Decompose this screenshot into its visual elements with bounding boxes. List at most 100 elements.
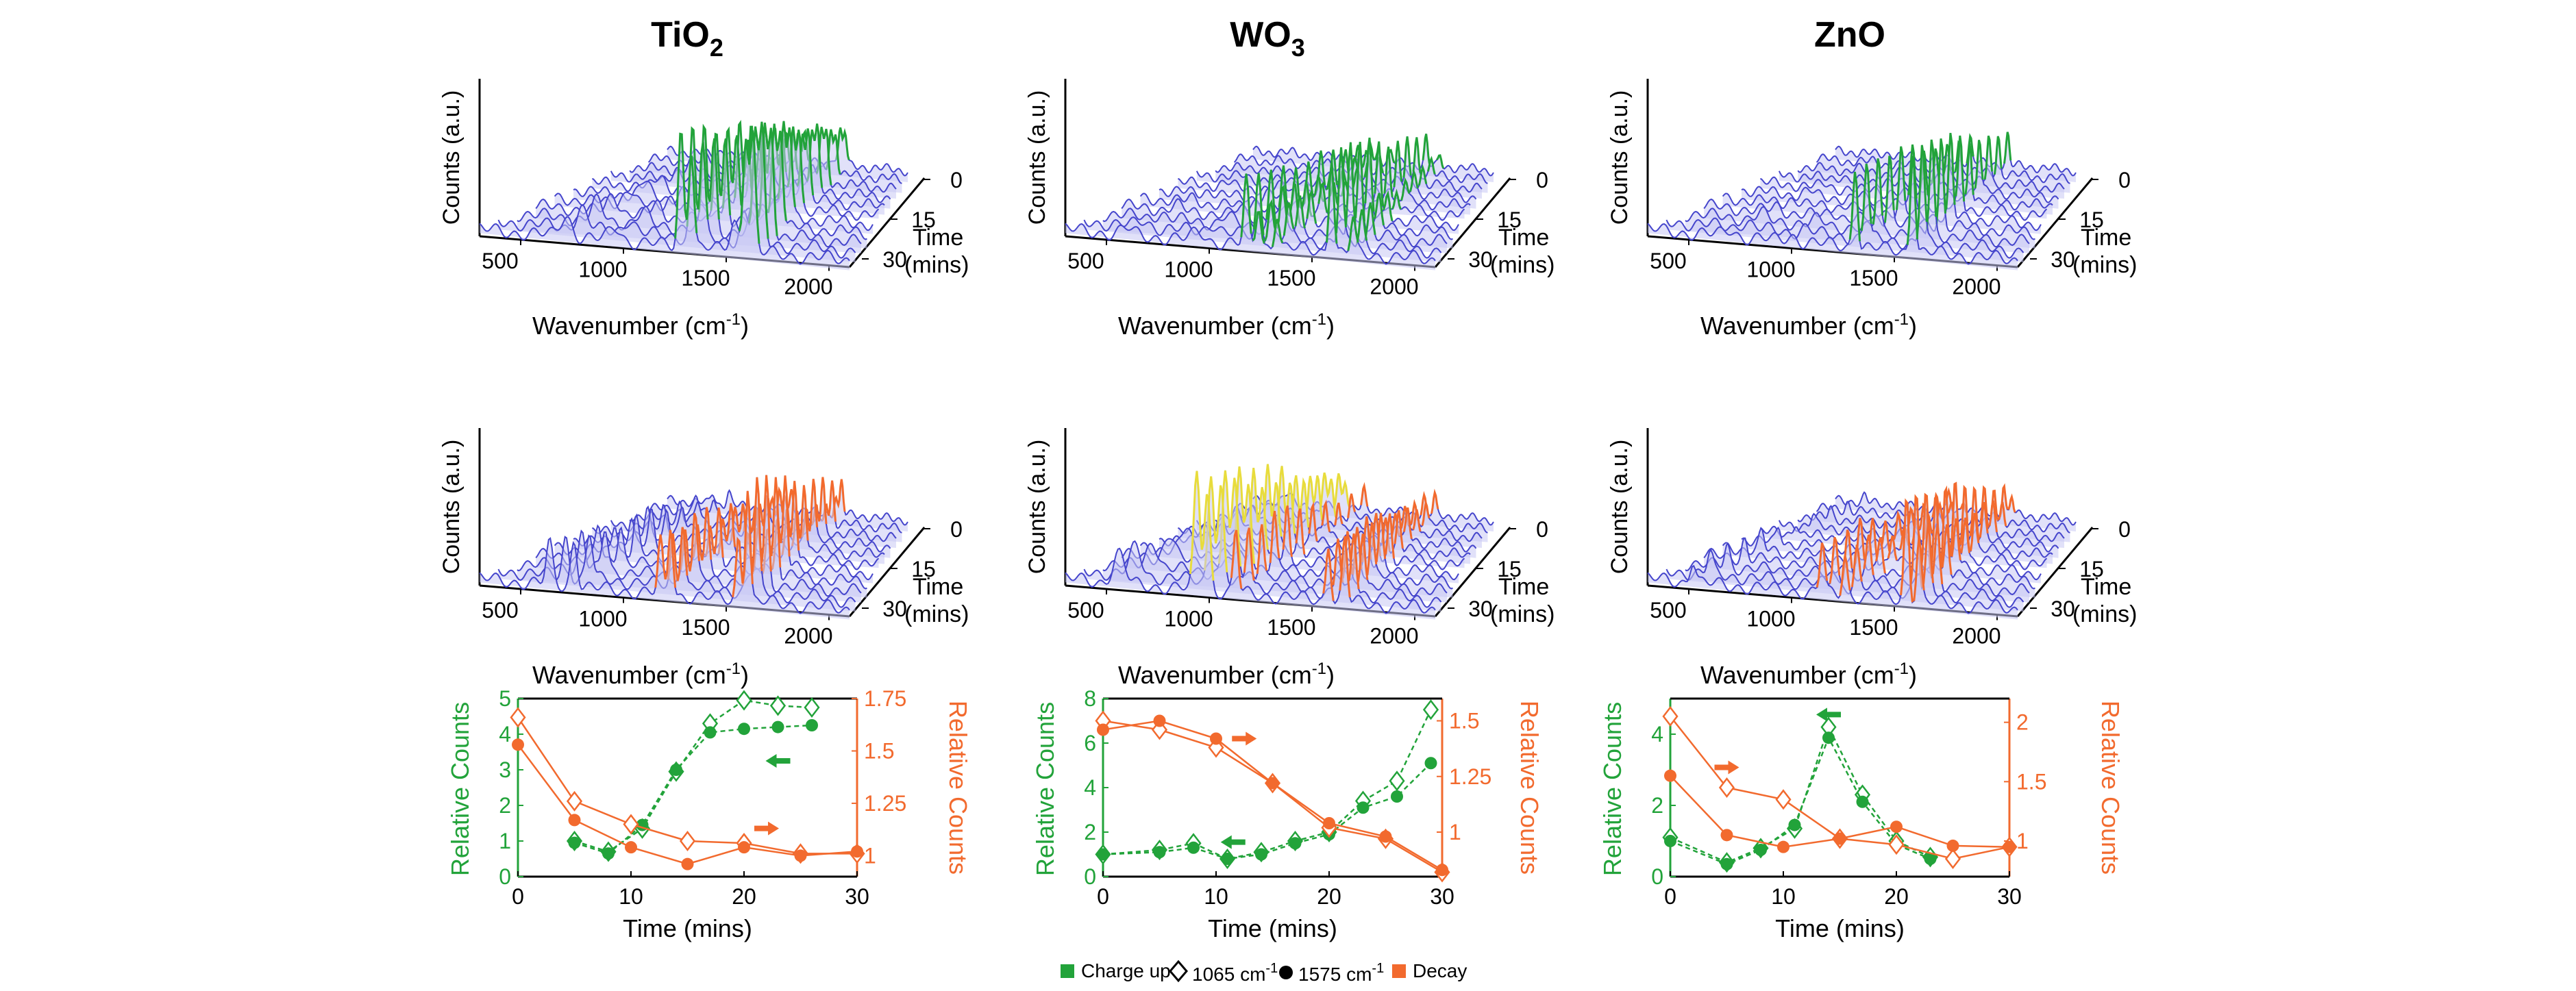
peak-highlight bbox=[1941, 524, 1953, 575]
peak-highlight bbox=[1347, 493, 1356, 518]
x-tick-label: 30 bbox=[1997, 884, 2022, 909]
peak-highlight bbox=[818, 477, 828, 525]
spectrum-line bbox=[1121, 466, 1453, 590]
charge-axis-arrow bbox=[765, 754, 791, 768]
time-axis bbox=[848, 527, 926, 617]
x-tick-label: 20 bbox=[1884, 884, 1909, 909]
wavenumber-tick-label: 1000 bbox=[1746, 607, 1795, 631]
spectrum-fill bbox=[1102, 471, 1447, 603]
peak-highlight bbox=[1255, 487, 1269, 550]
peak-highlight bbox=[689, 512, 700, 572]
y-left-tick-label: 0 bbox=[499, 864, 511, 889]
wavenumber-tick-label: 1500 bbox=[1849, 615, 1898, 640]
peak-highlight bbox=[1347, 216, 1359, 251]
legend-decay-swatch bbox=[1392, 964, 1406, 978]
peak-highlight bbox=[1950, 518, 1961, 561]
wavenumber-tick-label: 500 bbox=[1650, 249, 1686, 273]
wavenumber-axis-label: Wavenumber (cm-1) bbox=[532, 660, 749, 689]
peak-highlight bbox=[1863, 534, 1874, 575]
charge-circle-point bbox=[1187, 841, 1200, 854]
wavenumber-tick-label: 500 bbox=[1067, 598, 1104, 623]
charge-circle-point bbox=[568, 836, 581, 849]
decay-circle-point bbox=[1777, 840, 1789, 853]
charge-circle-point bbox=[670, 764, 682, 776]
time-tick-label: 0 bbox=[950, 168, 963, 192]
x-tick-label: 30 bbox=[1430, 884, 1454, 909]
time-tick-label: 30 bbox=[2051, 597, 2075, 621]
wavenumber-tick-label: 2000 bbox=[1952, 275, 2001, 299]
charge-circle-point bbox=[1221, 853, 1234, 865]
wavenumber-tick-label: 2000 bbox=[784, 275, 832, 299]
spectrum-fill bbox=[1065, 471, 1435, 620]
peak-highlight bbox=[1988, 500, 1998, 533]
timeseries-tio2: 0 10 20 30 Time (mins) 0 1 2 3 4 5 Relative Counts 1… bbox=[446, 686, 972, 942]
wavenumber-tick-label: 500 bbox=[1650, 598, 1686, 623]
spectrum-fill bbox=[1816, 490, 2070, 542]
peak-highlight bbox=[1283, 202, 1295, 236]
peak-highlight bbox=[1945, 132, 1956, 210]
peak-highlight bbox=[730, 135, 743, 205]
spectrum-fill bbox=[480, 130, 850, 271]
peak-highlight bbox=[1893, 510, 1903, 540]
peak-highlight bbox=[1383, 147, 1394, 197]
spectrum-fill bbox=[1140, 138, 1459, 234]
peak-highlight bbox=[1913, 537, 1925, 601]
peak-highlight bbox=[756, 121, 769, 239]
charge-circle-point bbox=[1664, 835, 1676, 847]
time-axis bbox=[1434, 177, 1511, 268]
peak-highlight bbox=[1906, 155, 1919, 245]
wavenumber-tick-label: 1500 bbox=[1267, 266, 1315, 290]
decay-circle-point bbox=[1436, 864, 1448, 877]
decay-diamond-point bbox=[1718, 777, 1735, 799]
spectrum-fill bbox=[592, 127, 884, 215]
decay-circle-point bbox=[681, 857, 694, 870]
time-tick-label: 0 bbox=[950, 517, 963, 542]
peak-highlight bbox=[1374, 141, 1385, 207]
spectrum-fill bbox=[1722, 489, 2041, 584]
spectrum-fill bbox=[554, 121, 873, 234]
charge-circle-line bbox=[1102, 762, 1432, 860]
time-tick-label: 15 bbox=[911, 557, 936, 581]
peak-highlight bbox=[1960, 517, 1971, 553]
time-tick-label: 15 bbox=[1497, 208, 1522, 232]
peak-highlight bbox=[1240, 173, 1252, 238]
spectrum-fill bbox=[1835, 131, 2076, 182]
wavenumber-tick-label: 1000 bbox=[1164, 607, 1213, 631]
decay-circle-point bbox=[1210, 732, 1222, 745]
peak-highlight bbox=[1321, 499, 1331, 532]
decay-diamond-point bbox=[623, 814, 639, 835]
wavenumber-axis-label: Wavenumber (cm-1) bbox=[532, 310, 749, 340]
x-tick-label: 10 bbox=[1204, 884, 1228, 909]
peak-highlight bbox=[1230, 529, 1243, 589]
spectrum-line bbox=[1741, 135, 2048, 221]
decay-circle-point bbox=[1153, 714, 1166, 727]
peak-highlight bbox=[1241, 484, 1255, 564]
y-left-tick-label: 3 bbox=[499, 757, 511, 782]
y-left-axis-label: Relative Counts bbox=[1598, 702, 1626, 876]
peak-highlight bbox=[1322, 548, 1335, 601]
legend-charge-label: Charge up bbox=[1081, 960, 1171, 981]
y-right-axis-label: Relative Counts bbox=[944, 701, 972, 875]
waterfall-zno-decay: Counts (a.u.) 500 1000 1500 2000 Wavenumber (… bbox=[1607, 428, 2137, 689]
peak-highlight bbox=[1306, 188, 1317, 224]
peak-highlight bbox=[1860, 163, 1872, 231]
peak-highlight bbox=[1431, 488, 1439, 514]
time-tick-label: 30 bbox=[882, 597, 907, 621]
charge-circle-point bbox=[1391, 790, 1403, 803]
peak-highlight bbox=[1887, 535, 1898, 561]
peak-highlight bbox=[1375, 512, 1387, 562]
y-right-tick-label: 1.25 bbox=[1449, 764, 1491, 789]
time-axis-label: Time bbox=[1498, 574, 1549, 600]
charge-circle-line bbox=[574, 724, 813, 855]
wavenumber-tick-label: 1500 bbox=[681, 266, 730, 290]
time-tick-label: 0 bbox=[2118, 517, 2131, 542]
peak-highlight bbox=[1916, 145, 1928, 237]
wavenumber-tick-label: 2000 bbox=[1952, 624, 2001, 649]
peak-highlight bbox=[1880, 520, 1891, 552]
peak-highlight bbox=[684, 155, 698, 234]
spectrum-fill bbox=[536, 477, 867, 598]
wavenumber-tick-label: 1000 bbox=[578, 607, 627, 631]
peak-highlight bbox=[1993, 136, 2003, 175]
peak-highlight bbox=[1412, 137, 1422, 173]
spectrum-fill bbox=[1065, 160, 1435, 271]
